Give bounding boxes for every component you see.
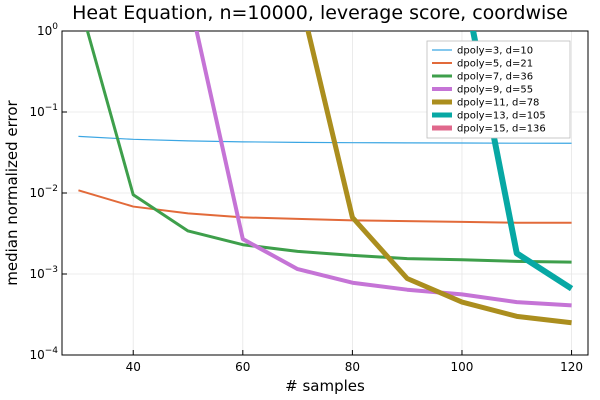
y-tick-label: 10−2 bbox=[29, 184, 58, 200]
x-tick-label: 40 bbox=[126, 360, 141, 374]
series-line-1 bbox=[78, 135, 572, 144]
y-tick-exponent: −3 bbox=[45, 265, 58, 275]
chart-title: Heat Equation, n=10000, leverage score, … bbox=[72, 2, 568, 24]
y-tick-base: 10 bbox=[29, 348, 44, 362]
y-tick-exponent: −4 bbox=[45, 346, 59, 356]
y-tick-base: 10 bbox=[29, 267, 44, 281]
y-tick-label: 100 bbox=[37, 22, 58, 38]
legend-label-5: dpoly=11, d=78 bbox=[457, 98, 539, 109]
legend-label-7: dpoly=15, d=136 bbox=[457, 124, 546, 135]
legend-label-4: dpoly=9, d=55 bbox=[457, 85, 533, 96]
y-tick-base: 10 bbox=[29, 105, 44, 119]
x-tick-label: 80 bbox=[345, 360, 360, 374]
series-line-3 bbox=[85, 31, 572, 264]
y-tick-exponent: −1 bbox=[45, 103, 58, 113]
series-line-5 bbox=[305, 31, 572, 326]
series-line-4 bbox=[194, 31, 572, 308]
x-axis-title: # samples bbox=[285, 377, 365, 395]
x-tick-label: 60 bbox=[235, 360, 250, 374]
x-tick-label: 100 bbox=[451, 360, 474, 374]
y-tick-base: 10 bbox=[37, 24, 52, 38]
y-axis-title: median normalized error bbox=[3, 99, 21, 285]
y-tick-label: 10−3 bbox=[29, 265, 58, 281]
y-tick-exponent: −2 bbox=[45, 184, 58, 194]
legend: dpoly=3, d=10 dpoly=5, d=21 dpoly=7, d=36 d… bbox=[426, 40, 571, 139]
y-tick-base: 10 bbox=[29, 186, 44, 200]
y-tick-label: 10−1 bbox=[29, 103, 58, 119]
legend-label-3: dpoly=7, d=36 bbox=[457, 72, 533, 83]
legend-label-6: dpoly=13, d=105 bbox=[457, 111, 546, 122]
legend-label-2: dpoly=5, d=21 bbox=[457, 59, 533, 70]
y-tick-exponent: 0 bbox=[52, 22, 58, 32]
series-line-2 bbox=[78, 189, 572, 224]
y-tick-label: 10−4 bbox=[29, 346, 58, 362]
legend-label-1: dpoly=3, d=10 bbox=[457, 46, 533, 57]
x-tick-label: 120 bbox=[560, 360, 583, 374]
